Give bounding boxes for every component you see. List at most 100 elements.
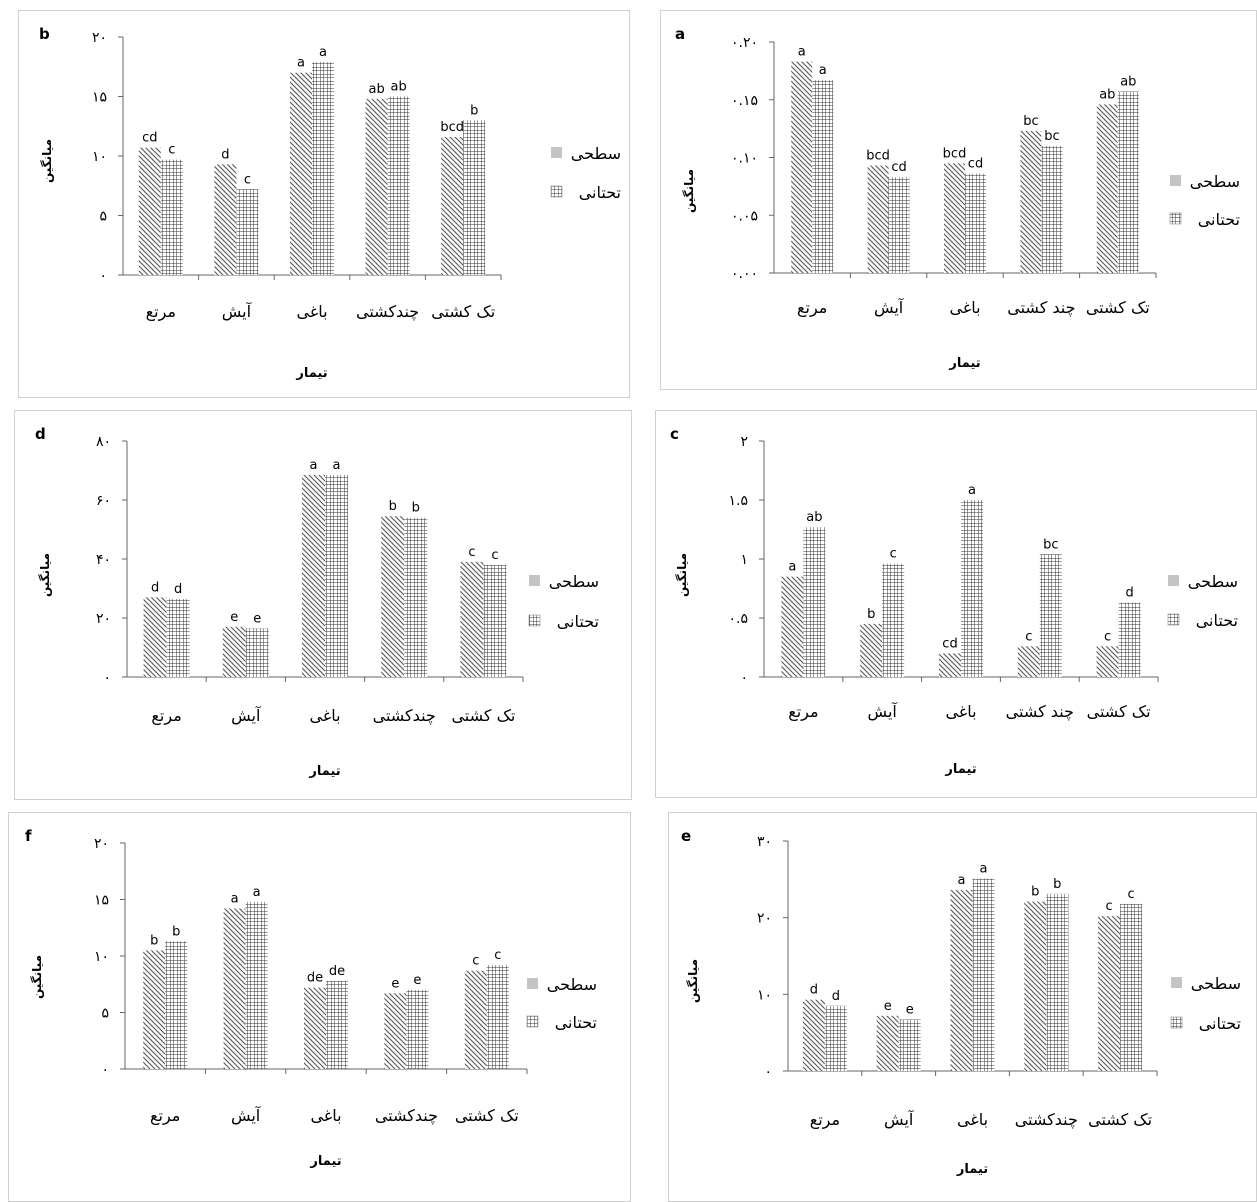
legend-label-subsurface: تحتانی: [555, 1013, 597, 1032]
bar-subsurface: [483, 564, 507, 677]
significance-letter: d: [221, 147, 229, 162]
bar-surface: [802, 999, 825, 1071]
legend-label-surface: سطحی: [549, 572, 599, 591]
bar-subsurface: [325, 474, 348, 677]
x-category-label: مرتع: [810, 1110, 840, 1130]
y-tick-label: ۰: [103, 670, 111, 686]
bar-chart-f: f ۰ ۵ ۱۰ ۱۵ ۲۰ میانگین bb مرتع a a آیش de de باغی e e چند…: [25, 827, 597, 1169]
y-tick-label: ۶۰: [96, 493, 111, 509]
bar-subsurface: [812, 80, 834, 274]
significance-letter: a: [333, 458, 341, 473]
x-axis-title: تیمار: [944, 762, 976, 777]
bar-subsurface: [888, 177, 910, 273]
x-category-label: تک کشتی: [455, 1106, 519, 1125]
bar-subsurface: [1039, 554, 1062, 677]
chart-panel-f: f ۰ ۵ ۱۰ ۱۵ ۲۰ میانگین b b مرتع a a آیش de de باغی e e چند…: [8, 812, 631, 1202]
bar-subsurface: [972, 878, 995, 1071]
bar-chart-a: a۰.۰۰۰.۰۵۰.۱۰۰.۱۵۰.۲۰میانگینaaمرتعbcdcdآ…: [675, 25, 1240, 371]
significance-letter: a: [798, 45, 806, 60]
x-category-label: تک کشتی: [451, 706, 515, 725]
x-category-label: مرتع: [150, 1106, 180, 1126]
significance-letter: c: [494, 948, 501, 963]
significance-letter: b: [1031, 885, 1039, 900]
y-tick-label: ۰.۰۰: [731, 266, 758, 282]
bar-surface: [1096, 104, 1118, 274]
x-category-label: باغی: [310, 1106, 341, 1125]
x-category-label: چند کشتی: [1007, 298, 1075, 317]
panel-label: f: [25, 827, 32, 845]
bar-subsurface: [406, 989, 429, 1069]
significance-letter: ab: [1120, 75, 1136, 90]
bar-subsurface: [1117, 91, 1139, 273]
significance-letter: e: [884, 999, 892, 1014]
bar-surface: [1024, 901, 1047, 1071]
bar-surface: [214, 164, 237, 275]
significance-letter: b: [412, 501, 420, 516]
chart-panel-e: e ۰ ۱۰ ۲۰ ۳۰ میانگین d d مرتع e e آیش a a باغی b b چندکشت…: [668, 812, 1257, 1202]
x-category-label: آیش: [231, 706, 262, 726]
legend-label-surface: سطحی: [547, 975, 597, 994]
significance-letter: c: [1128, 887, 1135, 902]
y-tick-label: ۰: [740, 670, 748, 686]
bar-surface: [867, 165, 889, 273]
legend-label-subsurface: تحتانی: [579, 183, 621, 202]
significance-letter: a: [297, 56, 305, 71]
significance-letter: ab: [390, 80, 406, 95]
bar-subsurface: [1046, 893, 1069, 1071]
y-tick-label: ۰.۵: [729, 611, 749, 627]
y-tick-label: ۰.۲۰: [731, 35, 758, 51]
chart-panel-d: d ۰ ۲۰ ۴۰ ۶۰ ۸۰ میانگین d d مرتع e e آیش a a باغی b b چندک…: [14, 410, 632, 800]
significance-letter: d: [1125, 586, 1133, 601]
y-tick-label: ۰: [99, 268, 107, 284]
bar-surface: [143, 597, 167, 677]
significance-letter: de: [307, 971, 323, 986]
y-tick-label: ۱۰: [757, 987, 772, 1003]
bar-surface: [791, 61, 813, 274]
bar-subsurface: [245, 628, 269, 677]
significance-letter: a: [253, 885, 261, 900]
bar-surface: [939, 653, 961, 677]
bar-surface: [464, 970, 487, 1069]
panel-label: e: [681, 827, 691, 845]
y-tick-label: ۱۰: [94, 949, 109, 965]
bar-surface: [138, 147, 161, 275]
y-axis-title: میانگین: [675, 553, 689, 597]
bar-subsurface: [961, 500, 983, 677]
significance-letter: b: [172, 924, 180, 939]
x-category-label: چندکشتی: [1015, 1110, 1078, 1129]
significance-letter: d: [174, 582, 182, 597]
panel-label: b: [39, 25, 50, 43]
y-tick-label: ۲۰: [96, 611, 111, 627]
bar-surface: [876, 1015, 899, 1071]
y-tick-label: ۲۰: [94, 836, 109, 852]
significance-letter: e: [413, 973, 421, 988]
significance-letter: de: [329, 964, 345, 979]
bar-surface: [1098, 916, 1121, 1071]
significance-letter: c: [890, 547, 897, 562]
panel-label: a: [675, 25, 685, 43]
legend-label-subsurface: تحتانی: [557, 612, 599, 631]
bar-surface: [365, 98, 388, 275]
y-tick-label: ۱۵: [92, 90, 107, 106]
legend-swatch-subsurface: [1169, 212, 1182, 225]
legend-label-surface: سطحی: [571, 144, 621, 163]
bar-subsurface: [965, 173, 986, 273]
x-category-label: تک کشتی: [1087, 702, 1151, 721]
bar-subsurface: [236, 189, 259, 275]
y-axis-title: میانگین: [38, 553, 52, 597]
significance-letter: e: [230, 610, 238, 625]
bar-subsurface: [312, 61, 334, 275]
significance-letter: cd: [942, 636, 957, 651]
legend-swatch-surface: [529, 575, 540, 586]
bar-subsurface: [326, 980, 348, 1069]
significance-letter: b: [1053, 877, 1061, 892]
bar-subsurface: [463, 120, 486, 275]
significance-letter: cd: [891, 160, 906, 175]
legend-label-subsurface: تحتانی: [1198, 210, 1240, 229]
legend-swatch-subsurface: [528, 614, 541, 627]
bar-surface: [1020, 130, 1042, 273]
bar-subsurface: [803, 527, 826, 677]
panel-label: c: [670, 425, 679, 443]
bar-surface: [460, 561, 484, 677]
significance-letter: a: [980, 862, 988, 877]
